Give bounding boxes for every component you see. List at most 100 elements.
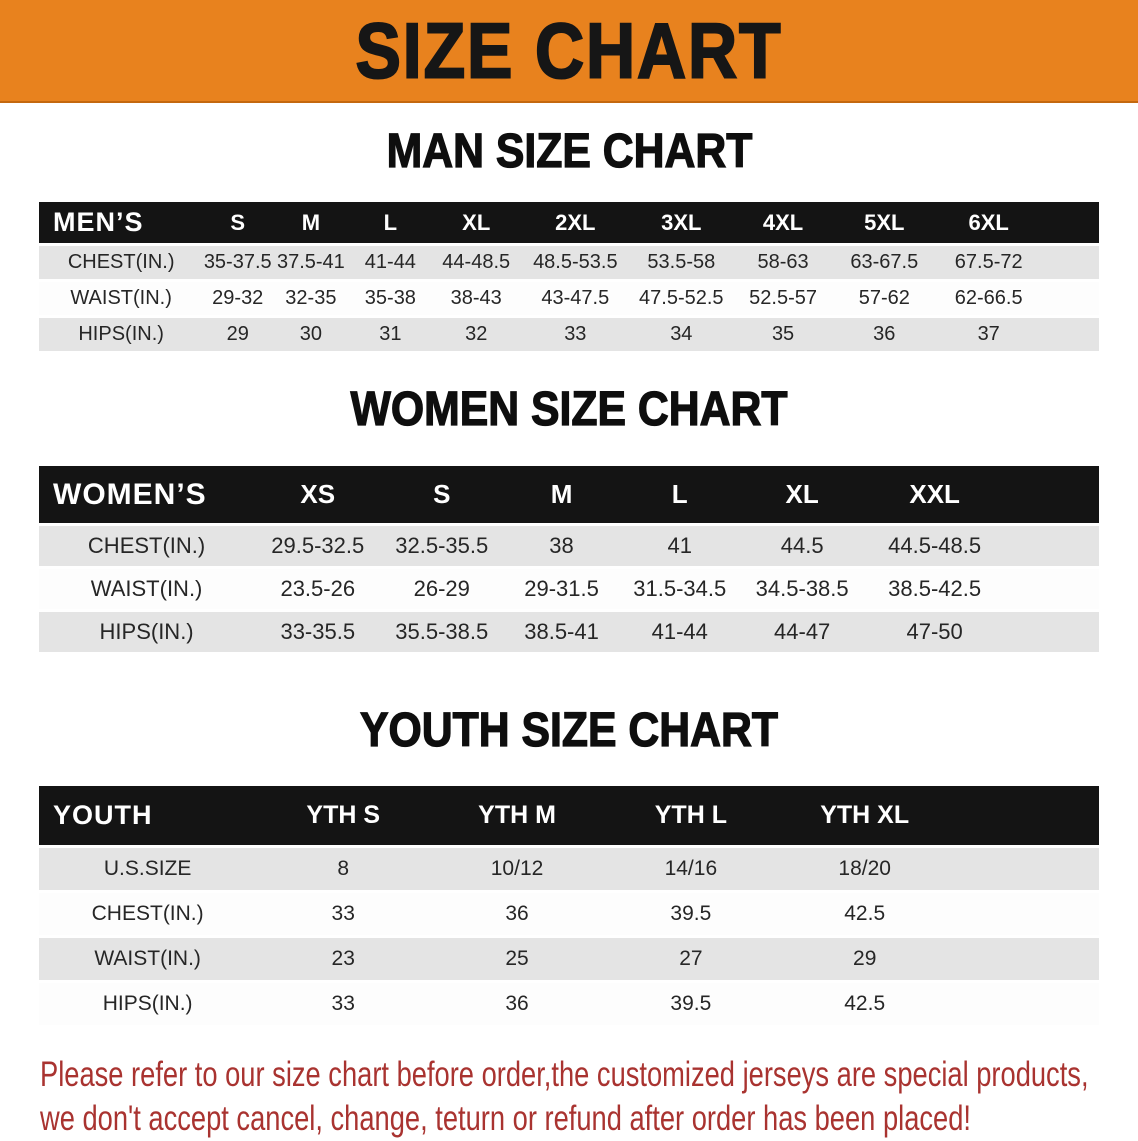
measurement-row: CHEST(IN.) 29.5-32.5 32.5-35.5 38 41 44.5 44.5…: [39, 526, 1099, 566]
row-spacer: [1003, 569, 1099, 609]
size-value: 32: [431, 318, 522, 351]
row-spacer: [951, 983, 1099, 1025]
women-size-table: WOMEN’S XS S M L XL XXL CHEST(IN.) 29.5-32.5 32.5…: [39, 463, 1099, 655]
measurement-row: U.S.SIZE 8 10/12 14/16 18/20: [39, 848, 1099, 890]
size-value: 39.5: [603, 983, 778, 1025]
size-value: 26-29: [381, 569, 503, 609]
row-label: WAIST(IN.): [39, 938, 257, 980]
size-value: 52.5-57: [733, 282, 833, 315]
measurement-row: HIPS(IN.) 29 30 31 32 33 34 35 36 37: [39, 318, 1099, 351]
size-column-header: XXL: [865, 466, 1004, 523]
size-value: 48.5-53.5: [521, 246, 630, 279]
measurement-row: WAIST(IN.) 29-32 32-35 35-38 38-43 43-47.5 47.…: [39, 282, 1099, 315]
banner-title: SIZE CHART: [355, 6, 783, 94]
size-value: 42.5: [777, 983, 952, 1025]
size-value: 58-63: [733, 246, 833, 279]
size-value: 41-44: [349, 246, 432, 279]
size-value: 34: [629, 318, 734, 351]
disclaimer-line-1: Please refer to our size chart before or…: [40, 1055, 1089, 1094]
size-column-header: XS: [254, 466, 382, 523]
size-value: 27: [603, 938, 778, 980]
size-column-header: YTH M: [430, 786, 604, 845]
size-value: 29-31.5: [502, 569, 621, 609]
size-value: 35: [733, 318, 833, 351]
women-heading: WOMEN SIZE CHART: [0, 380, 1138, 442]
men-size-table: MEN’S S M L XL 2XL 3XL 4XL 5XL 6XL CHEST(IN.) 35-37…: [39, 199, 1099, 354]
size-value: 39.5: [603, 893, 778, 935]
youth-heading-text: YOUTH SIZE CHART: [359, 701, 778, 757]
size-value: 32-35: [272, 282, 350, 315]
size-value: 35-37.5: [203, 246, 273, 279]
size-value: 47-50: [865, 612, 1004, 652]
size-value: 62-66.5: [935, 282, 1042, 315]
size-value: 38.5-42.5: [865, 569, 1004, 609]
women-heading-text: WOMEN SIZE CHART: [350, 380, 788, 436]
size-column-header: 3XL: [629, 202, 734, 243]
size-value: 35.5-38.5: [381, 612, 503, 652]
size-column-header: M: [502, 466, 621, 523]
youth-heading: YOUTH SIZE CHART: [0, 701, 1138, 763]
table-group-label: YOUTH: [39, 786, 257, 845]
measurement-row: HIPS(IN.) 33-35.5 35.5-38.5 38.5-41 41-44 44-…: [39, 612, 1099, 652]
row-label: WAIST(IN.): [39, 569, 255, 609]
size-column-header: L: [349, 202, 432, 243]
size-column-header: 2XL: [521, 202, 630, 243]
size-column-header: 6XL: [935, 202, 1042, 243]
row-spacer: [951, 893, 1099, 935]
size-value: 37.5-41: [272, 246, 350, 279]
size-value: 25: [430, 938, 604, 980]
measurement-row: HIPS(IN.) 33 36 39.5 42.5: [39, 983, 1099, 1025]
size-value: 34.5-38.5: [738, 569, 866, 609]
size-value: 67.5-72: [935, 246, 1042, 279]
size-header-row: MEN’S S M L XL 2XL 3XL 4XL 5XL 6XL: [39, 202, 1099, 243]
size-value: 8: [256, 848, 431, 890]
size-value: 31.5-34.5: [620, 569, 739, 609]
measurement-row: CHEST(IN.) 35-37.5 37.5-41 41-44 44-48.5 48.5…: [39, 246, 1099, 279]
row-label: HIPS(IN.): [39, 612, 255, 652]
row-label: U.S.SIZE: [39, 848, 257, 890]
measurement-row: WAIST(IN.) 23 25 27 29: [39, 938, 1099, 980]
row-label: HIPS(IN.): [39, 983, 257, 1025]
header-spacer: [1041, 202, 1099, 243]
size-value: 53.5-58: [629, 246, 734, 279]
size-column-header: XL: [738, 466, 866, 523]
size-value: 18/20: [777, 848, 952, 890]
table-group-label: MEN’S: [39, 202, 204, 243]
size-header-row: WOMEN’S XS S M L XL XXL: [39, 466, 1099, 523]
size-value: 30: [272, 318, 350, 351]
size-value: 38: [502, 526, 621, 566]
size-value: 33: [256, 983, 431, 1025]
size-value: 37: [935, 318, 1042, 351]
size-value: 29-32: [203, 282, 273, 315]
header-spacer: [951, 786, 1099, 845]
row-label: WAIST(IN.): [39, 282, 204, 315]
size-column-header: YTH XL: [777, 786, 952, 845]
disclaimer-line-2: we don't accept cancel, change, teturn o…: [40, 1099, 971, 1138]
men-heading-text: MAN SIZE CHART: [386, 122, 753, 178]
size-value: 44.5-48.5: [865, 526, 1004, 566]
table-group-label: WOMEN’S: [39, 466, 255, 523]
size-value: 47.5-52.5: [629, 282, 734, 315]
row-spacer: [1003, 526, 1099, 566]
size-value: 44.5: [738, 526, 866, 566]
size-value: 23: [256, 938, 431, 980]
size-column-header: S: [381, 466, 503, 523]
size-value: 31: [349, 318, 432, 351]
measurement-row: CHEST(IN.) 33 36 39.5 42.5: [39, 893, 1099, 935]
size-column-header: 4XL: [733, 202, 833, 243]
size-value: 29: [777, 938, 952, 980]
row-label: CHEST(IN.): [39, 526, 255, 566]
row-spacer: [951, 938, 1099, 980]
measurement-row: WAIST(IN.) 23.5-26 26-29 29-31.5 31.5-34.5 34…: [39, 569, 1099, 609]
row-label: CHEST(IN.): [39, 893, 257, 935]
size-value: 44-48.5: [431, 246, 522, 279]
row-spacer: [1003, 612, 1099, 652]
size-value: 43-47.5: [521, 282, 630, 315]
size-value: 10/12: [430, 848, 604, 890]
row-spacer: [1041, 282, 1099, 315]
row-spacer: [1041, 318, 1099, 351]
disclaimer: Please refer to our size chart before or…: [40, 1053, 1138, 1141]
header-spacer: [1003, 466, 1099, 523]
size-header-row: YOUTH YTH S YTH M YTH L YTH XL: [39, 786, 1099, 845]
